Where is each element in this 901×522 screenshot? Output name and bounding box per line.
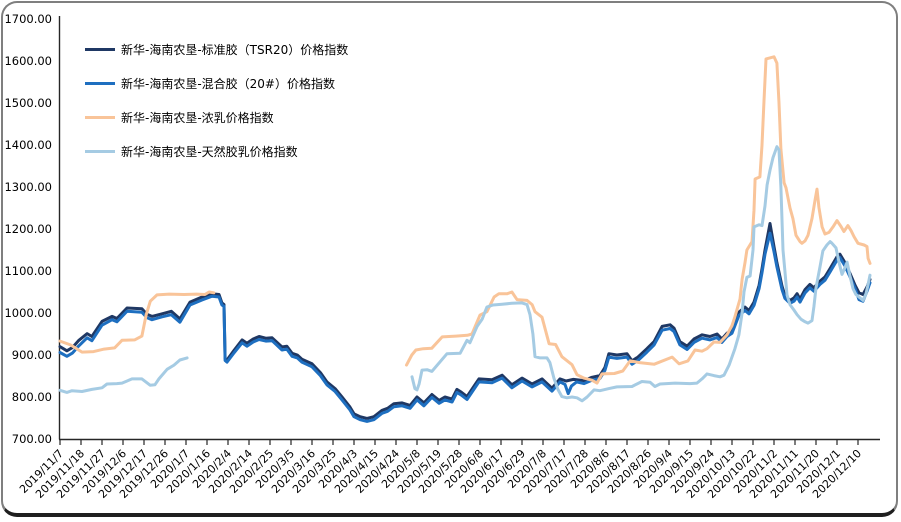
legend-label-tsr20: 新华-海南农垦-标准胶（TSR20）价格指数	[121, 42, 349, 57]
y-tick-label: 1400.00	[4, 138, 52, 152]
legend-item-concentrated-latex: 新华-海南农垦-浓乳价格指数	[85, 109, 348, 125]
series-line-3	[58, 356, 189, 394]
y-tick-label: 900.00	[12, 348, 52, 362]
price-index-chart: 1700.00 1600.00 1500.00 1400.00 1300.00 1200.…	[4, 12, 880, 501]
y-tick-label: 800.00	[12, 390, 52, 404]
legend-item-mixed20: 新华-海南农垦-混合胶（20#）价格指数	[85, 75, 348, 91]
natural-latex-line-swatch-icon	[85, 149, 115, 153]
mixed20-line-swatch-icon	[85, 81, 115, 85]
y-tick-label: 1000.00	[4, 306, 52, 320]
series-line-2	[58, 290, 216, 354]
legend: 新华-海南农垦-标准胶（TSR20）价格指数 新华-海南农垦-混合胶（20#）价…	[85, 41, 348, 177]
tsr20-line-swatch-icon	[85, 47, 115, 51]
legend-label-natural-latex: 新华-海南农垦-天然胶乳价格指数	[121, 144, 298, 159]
y-tick-label: 1600.00	[4, 54, 52, 68]
legend-item-tsr20: 新华-海南农垦-标准胶（TSR20）价格指数	[85, 41, 348, 57]
y-tick-label: 1200.00	[4, 222, 52, 236]
legend-label-concentrated-latex: 新华-海南农垦-浓乳价格指数	[121, 110, 274, 125]
y-tick-label: 1100.00	[4, 264, 52, 278]
y-tick-label: 700.00	[12, 432, 52, 446]
series-line-3	[410, 145, 872, 403]
legend-label-mixed20: 新华-海南农垦-混合胶（20#）价格指数	[121, 76, 335, 91]
series-line-1	[58, 231, 872, 423]
concentrated-latex-line-swatch-icon	[85, 115, 115, 119]
y-tick-label: 1300.00	[4, 180, 52, 194]
y-tick-label: 1700.00	[4, 12, 52, 26]
y-tick-label: 1500.00	[4, 96, 52, 110]
legend-item-natural-latex: 新华-海南农垦-天然胶乳价格指数	[85, 143, 348, 159]
series-line-2	[405, 55, 872, 385]
